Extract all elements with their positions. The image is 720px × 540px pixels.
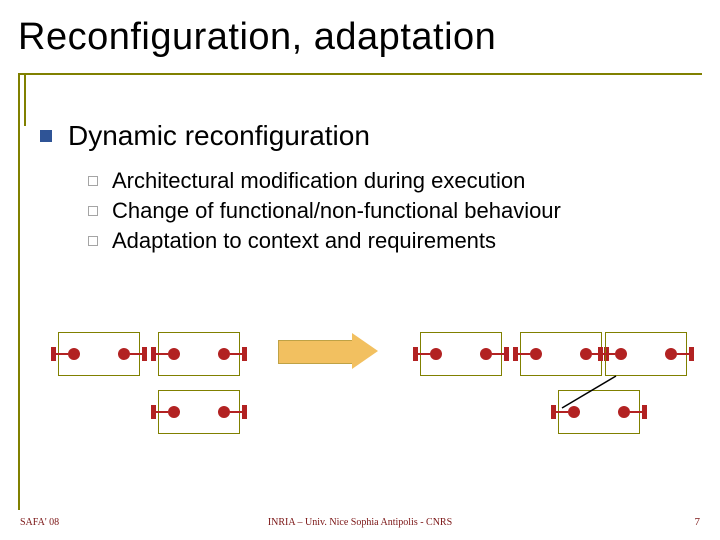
heading-row: Dynamic reconfiguration [40,120,690,152]
item-text: Architectural modification during execut… [112,168,525,194]
heading-text: Dynamic reconfiguration [68,120,370,152]
connector-line-icon [0,320,720,470]
item-text: Change of functional/non-functional beha… [112,198,561,224]
body: Dynamic reconfiguration Architectural mo… [40,120,690,258]
title-region: Reconfiguration, adaptation [18,0,702,75]
accent-rule-left-short [24,74,26,126]
item-row: Change of functional/non-functional beha… [88,198,690,224]
bullet-open-square-icon [88,206,98,216]
footer-center: INRIA – Univ. Nice Sophia Antipolis - CN… [0,517,720,528]
item-text: Adaptation to context and requirements [112,228,496,254]
footer-right: 7 [695,516,701,528]
bullet-open-square-icon [88,236,98,246]
slide: Reconfiguration, adaptation Dynamic reco… [0,0,720,540]
bullet-square-icon [40,130,52,142]
item-row: Adaptation to context and requirements [88,228,690,254]
diagram [0,320,720,470]
bullet-open-square-icon [88,176,98,186]
item-row: Architectural modification during execut… [88,168,690,194]
slide-title: Reconfiguration, adaptation [18,16,702,59]
